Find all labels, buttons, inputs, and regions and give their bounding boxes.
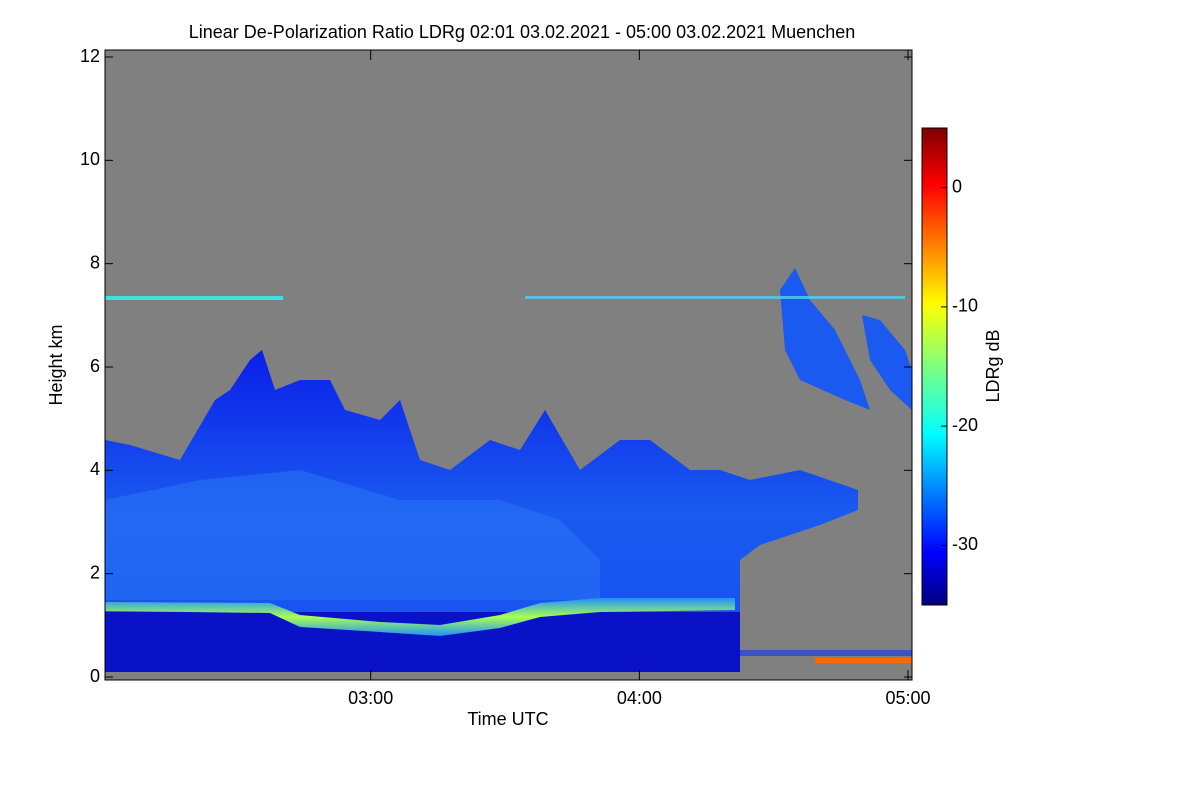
y-tick-label: 4 — [90, 459, 100, 479]
cloud-region — [862, 315, 912, 410]
y-axis-label: Height km — [46, 324, 66, 405]
y-tick-label: 8 — [90, 252, 100, 272]
plot-frame — [104, 49, 913, 681]
thin-layer — [525, 296, 905, 299]
y-tick-label: 2 — [90, 562, 100, 582]
y-tick-label: 6 — [90, 356, 100, 376]
bright-layer — [105, 598, 735, 636]
x-axis-label: Time UTC — [467, 709, 548, 729]
surface-layer — [815, 658, 912, 663]
cloud-region — [780, 268, 870, 410]
colorbar-tick-label: -20 — [952, 415, 978, 435]
colorbar-tick-label: -10 — [952, 296, 978, 316]
lower-layer — [105, 612, 740, 672]
lower-layer — [740, 650, 912, 656]
colorbar-label: LDRg dB — [983, 329, 1003, 402]
x-tick-label: 03:00 — [348, 688, 393, 708]
x-tick-label: 04:00 — [617, 688, 662, 708]
y-tick-label: 12 — [80, 46, 100, 66]
colorbar — [921, 127, 948, 606]
y-tick-label: 0 — [90, 666, 100, 686]
chart-title: Linear De-Polarization Ratio LDRg 02:01 … — [189, 22, 855, 42]
y-tick-label: 10 — [80, 149, 100, 169]
x-tick-label: 05:00 — [885, 688, 930, 708]
colorbar-tick-label: 0 — [952, 176, 962, 196]
thin-layer — [105, 296, 283, 300]
plot-field — [105, 50, 912, 680]
colorbar-tick-label: -30 — [952, 534, 978, 554]
cloud-region — [105, 470, 600, 600]
